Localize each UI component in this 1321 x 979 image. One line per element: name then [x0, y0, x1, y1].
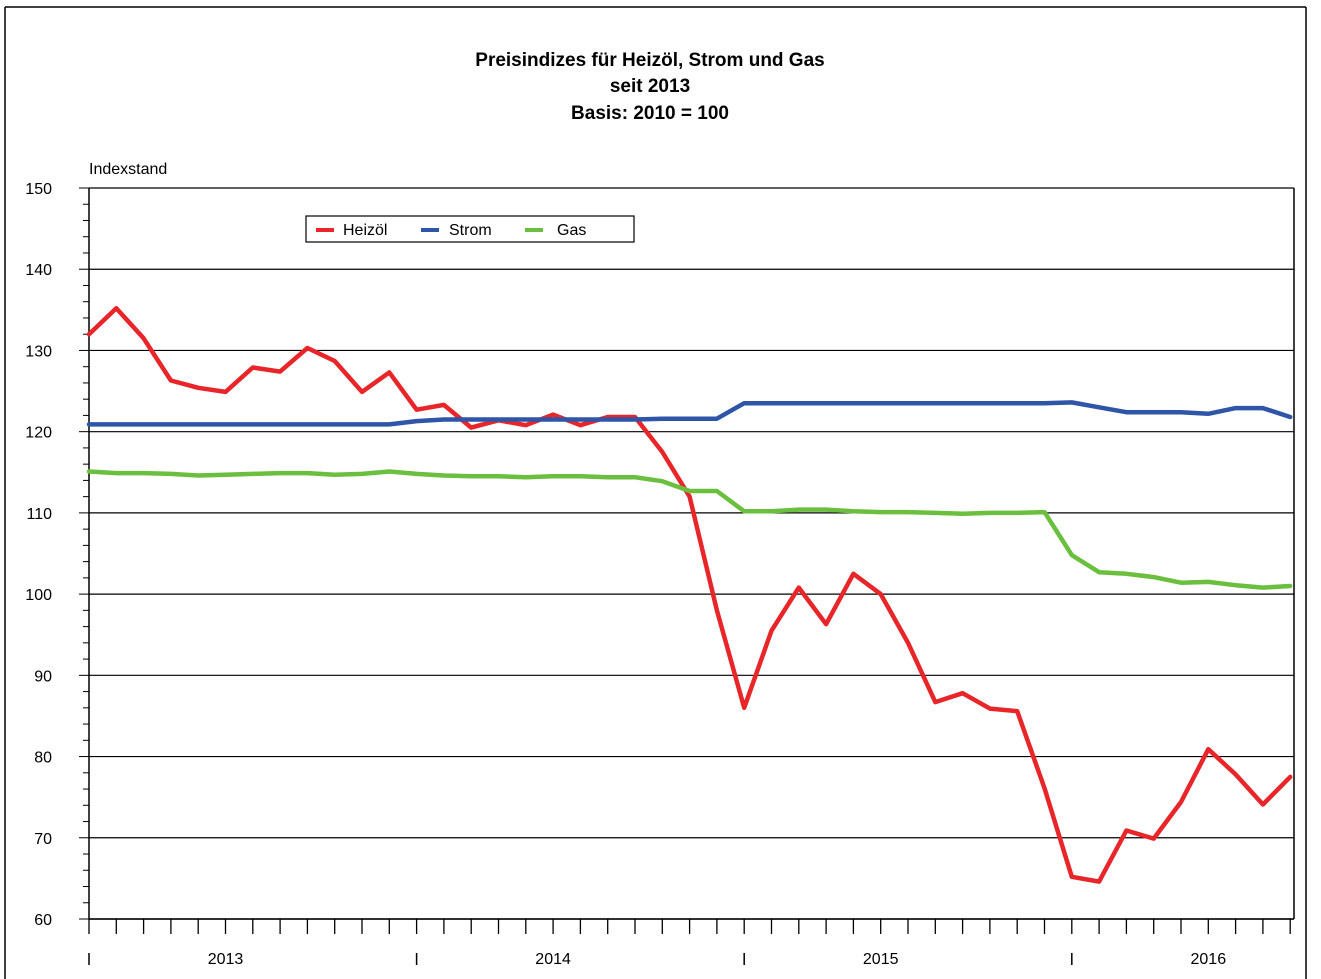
y-tick-label: 100	[25, 587, 52, 604]
y-axis-label: Indexstand	[89, 161, 167, 178]
y-tick-label: 60	[34, 912, 52, 929]
legend-label-gas: Gas	[557, 222, 586, 239]
chart-title-line-3: Basis: 2010 = 100	[571, 103, 729, 124]
y-tick-label: 90	[34, 668, 52, 685]
y-tick-label: 110	[26, 506, 52, 523]
series-line-Heizöl	[86, 305, 1293, 884]
axis-layer: 60 70 80 90 100 110 120 130 140 150 2013 2014 2015 20…	[25, 181, 1295, 968]
series-line-Strom	[86, 400, 1293, 427]
y-tick-label: 130	[25, 343, 52, 360]
legend-label-strom: Strom	[449, 222, 492, 239]
y-tick-label: 150	[25, 181, 52, 198]
series-line-Gas	[86, 469, 1293, 590]
y-tick-label: 140	[25, 262, 52, 279]
x-year-label: 2016	[1191, 951, 1227, 968]
grid-layer	[89, 187, 1294, 920]
y-tick-label: 120	[25, 425, 52, 442]
x-year-label: 2014	[535, 951, 571, 968]
legend: Heizöl Strom Gas	[305, 215, 635, 243]
chart-title-line-2: seit 2013	[610, 76, 690, 97]
x-year-label: 2015	[863, 951, 899, 968]
series-layer	[86, 305, 1293, 884]
y-tick-label: 80	[34, 750, 52, 767]
legend-box	[305, 215, 635, 243]
chart-title-line-1: Preisindizes für Heizöl, Strom und Gas	[475, 50, 824, 71]
legend-label-heizoel: Heizöl	[343, 222, 387, 239]
x-year-label: 2013	[208, 951, 244, 968]
y-tick-label: 70	[34, 831, 52, 848]
